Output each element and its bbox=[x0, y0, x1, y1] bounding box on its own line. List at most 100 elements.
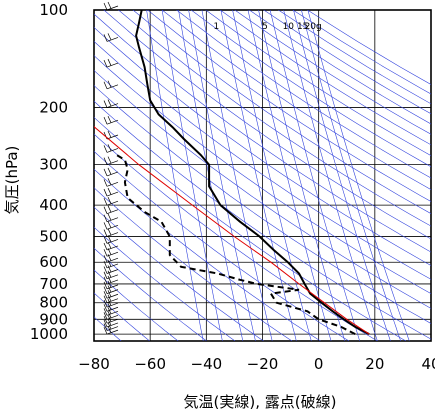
wind-barb-staff bbox=[106, 209, 119, 215]
wind-barb-flag bbox=[103, 255, 108, 263]
wind-barb-flag bbox=[103, 319, 108, 328]
grid-layer bbox=[93, 9, 432, 342]
dry-adiabat bbox=[94, 150, 350, 341]
wind-barb-staff bbox=[106, 225, 119, 230]
dry-adiabat bbox=[118, 10, 431, 227]
dry-adiabat bbox=[161, 10, 431, 190]
wind-barb-flag bbox=[103, 249, 108, 257]
mixing-ratio-label: 1 bbox=[213, 22, 219, 32]
dry-adiabat bbox=[94, 206, 264, 341]
wind-barb-flag bbox=[103, 117, 108, 125]
wind-barb-flag bbox=[103, 214, 108, 222]
wind-barb-staff bbox=[106, 232, 119, 237]
wind-barb-staff bbox=[106, 311, 119, 316]
dry-adiabat bbox=[147, 10, 431, 202]
dry-adiabat bbox=[278, 10, 431, 105]
wind-barb-flag bbox=[107, 58, 112, 66]
x-tick-label: −80 bbox=[78, 355, 110, 373]
dry-adiabat bbox=[94, 13, 431, 253]
y-tick-label: 200 bbox=[39, 99, 68, 117]
wind-barb-flag bbox=[103, 179, 108, 187]
wind-barb-flag bbox=[103, 229, 108, 237]
wind-barb bbox=[103, 280, 119, 290]
wind-barb bbox=[103, 241, 119, 251]
wind-barb-flag bbox=[107, 80, 112, 88]
dry-adiabat bbox=[94, 85, 431, 324]
x-tick-label: 0 bbox=[314, 355, 324, 373]
wind-barb-flag bbox=[107, 205, 112, 213]
wind-barb bbox=[103, 290, 119, 299]
wind-barb-staff bbox=[106, 119, 119, 125]
wind-barb-staff bbox=[106, 191, 119, 197]
x-tick-label: −40 bbox=[191, 355, 223, 373]
wind-barb-flag bbox=[103, 316, 108, 324]
wind-barb-staff bbox=[106, 182, 119, 187]
wind-barb-flag bbox=[103, 312, 108, 320]
dry-adiabat bbox=[103, 10, 431, 240]
wind-barb-staff bbox=[106, 245, 119, 251]
wind-barb-column bbox=[103, 1, 119, 335]
wind-barb-flag bbox=[107, 275, 112, 283]
wind-barb-flag bbox=[107, 280, 112, 288]
wind-barb bbox=[103, 235, 119, 244]
wind-barb-flag bbox=[107, 221, 112, 228]
wind-barb-staff bbox=[106, 302, 119, 308]
wind-barb-staff bbox=[106, 84, 119, 90]
wind-barb-flag bbox=[103, 266, 108, 274]
mixing-ratio-line bbox=[307, 10, 410, 341]
wind-barb-flag bbox=[103, 295, 108, 303]
wind-barb-staff bbox=[106, 318, 119, 324]
dry-adiabat bbox=[94, 226, 236, 341]
dry-adiabat bbox=[94, 247, 207, 341]
wind-barb bbox=[103, 259, 119, 269]
wind-barb-flag bbox=[107, 33, 112, 41]
wind-barb-flag bbox=[107, 228, 112, 236]
wind-barb-flag bbox=[103, 2, 108, 11]
dewpoint-line bbox=[115, 154, 356, 335]
wind-barb-flag bbox=[103, 206, 108, 214]
wind-barb-flag bbox=[103, 198, 108, 206]
dry-adiabat bbox=[94, 41, 431, 280]
dry-adiabat bbox=[94, 168, 321, 341]
wind-barb-staff bbox=[106, 263, 119, 269]
wind-barb bbox=[103, 116, 119, 125]
wind-barb-flag bbox=[103, 242, 108, 251]
wind-barb bbox=[103, 156, 119, 165]
mixing-ratio-line bbox=[188, 10, 256, 341]
wind-barb-staff bbox=[106, 279, 119, 285]
wind-barb-flag bbox=[103, 323, 108, 331]
dry-adiabat bbox=[220, 10, 431, 146]
wind-barb-staff bbox=[106, 306, 119, 312]
wind-barb-flag bbox=[107, 144, 112, 152]
wind-barb-staff bbox=[106, 239, 119, 244]
wind-barb-flag bbox=[107, 99, 112, 107]
wind-barb-flag bbox=[107, 130, 112, 138]
y-tick-label: 600 bbox=[39, 253, 68, 271]
x-tick-label: −20 bbox=[247, 355, 279, 373]
wind-barb-flag bbox=[107, 167, 112, 175]
wind-barb-staff bbox=[106, 62, 119, 68]
wind-barb-flag bbox=[107, 298, 112, 306]
wind-barb bbox=[103, 197, 119, 206]
mixing-ratio-lines bbox=[146, 10, 410, 341]
wind-barb bbox=[103, 58, 119, 68]
wind-barb bbox=[103, 178, 119, 187]
wind-barb-staff bbox=[106, 160, 119, 165]
dry-adiabat bbox=[94, 70, 431, 309]
wind-barb-flag bbox=[107, 213, 112, 221]
wind-barb-flag bbox=[107, 116, 112, 123]
wind-barb-flag bbox=[103, 145, 108, 153]
wind-barb bbox=[103, 205, 119, 215]
wind-barb-staff bbox=[106, 293, 119, 299]
wind-barb-flag bbox=[103, 286, 108, 294]
mixing-ratio-line bbox=[269, 10, 360, 341]
wind-barb-staff bbox=[106, 329, 119, 335]
wind-barb-flag bbox=[103, 100, 108, 108]
dry-adiabat bbox=[132, 10, 431, 214]
mixing-ratio-line bbox=[220, 10, 297, 341]
wind-barb-flag bbox=[107, 259, 112, 267]
wind-barb-flag bbox=[103, 59, 108, 68]
wind-barb-flag bbox=[107, 235, 112, 243]
wind-barb-flag bbox=[103, 326, 108, 335]
wind-barb-flag bbox=[107, 178, 112, 185]
